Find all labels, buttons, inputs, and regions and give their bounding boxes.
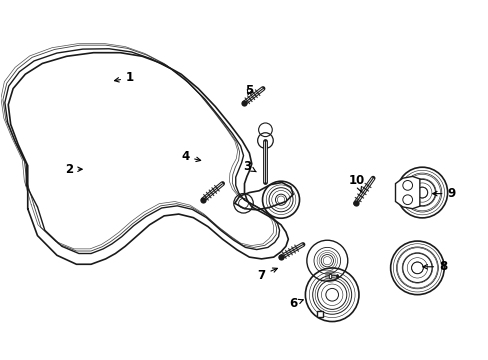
Text: 1: 1 <box>114 71 134 84</box>
Text: 10: 10 <box>347 174 364 192</box>
Text: 8: 8 <box>422 260 447 273</box>
Polygon shape <box>234 183 293 210</box>
Text: 9: 9 <box>432 187 455 200</box>
Polygon shape <box>395 176 419 209</box>
Text: 6: 6 <box>288 297 303 310</box>
Text: 2: 2 <box>65 163 82 176</box>
Text: 7: 7 <box>257 268 277 282</box>
Text: 5: 5 <box>245 84 253 97</box>
Text: 4: 4 <box>181 150 200 163</box>
Text: 3: 3 <box>243 160 256 173</box>
